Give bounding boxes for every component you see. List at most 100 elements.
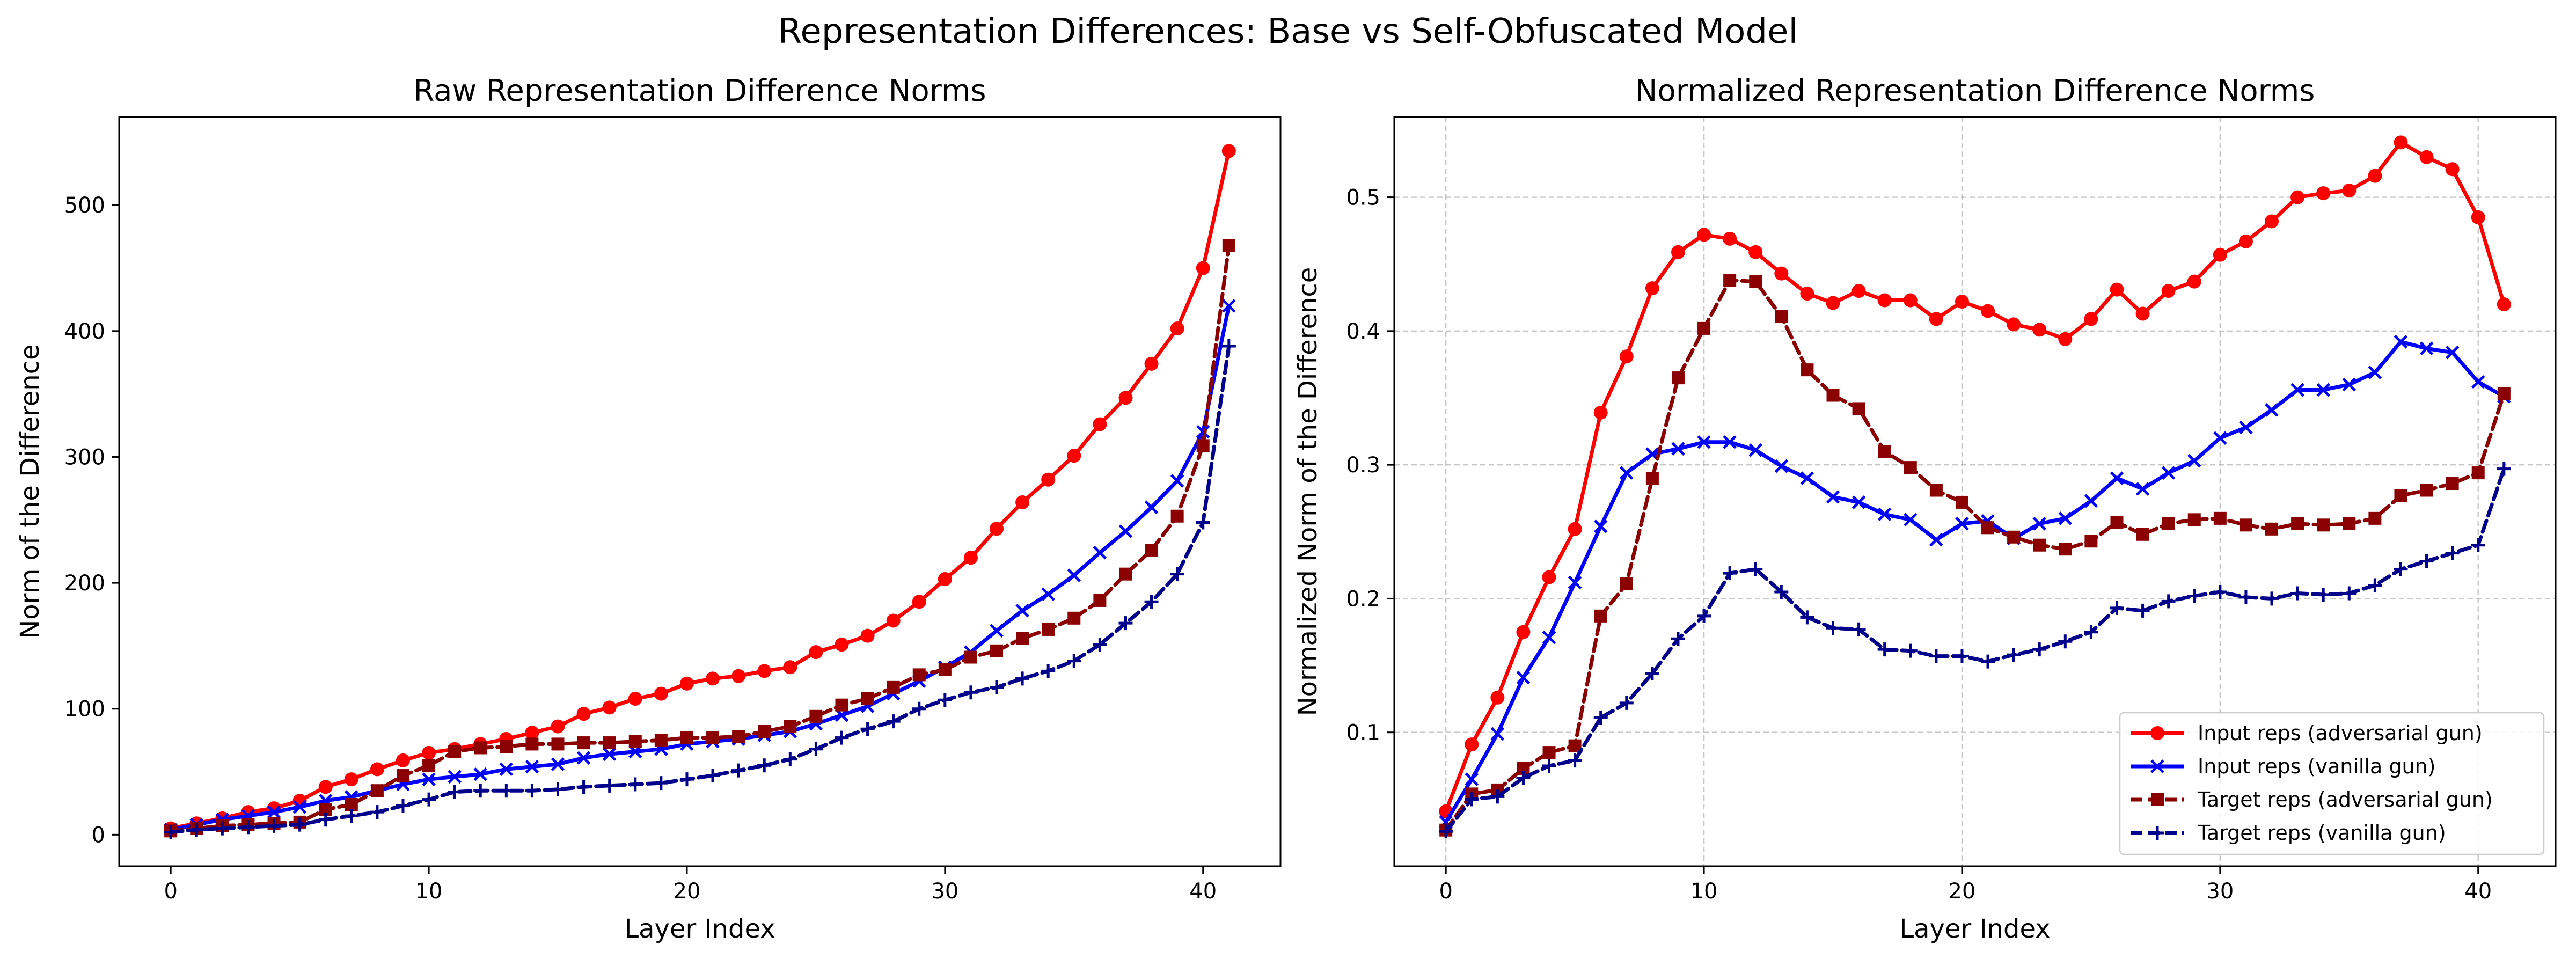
data-point-s2-22 — [2007, 530, 2021, 544]
data-point-s3-27 — [2135, 603, 2150, 618]
data-point-s2-39 — [2446, 477, 2459, 491]
data-point-s3-13 — [499, 784, 514, 798]
data-point-s3-9 — [1671, 632, 1685, 646]
data-point-s0-10 — [1697, 228, 1711, 242]
data-point-s3-30 — [2213, 584, 2227, 599]
data-point-s3-7 — [344, 809, 358, 823]
data-point-s2-11 — [1723, 274, 1737, 287]
data-point-s0-34 — [2316, 186, 2331, 201]
data-point-s2-14 — [1801, 363, 1814, 377]
data-point-s2-35 — [1067, 611, 1081, 625]
y-tick-label: 200 — [64, 571, 105, 596]
x-tick-label: 40 — [2464, 879, 2492, 904]
data-point-s0-22 — [2007, 317, 2021, 332]
data-point-s3-8 — [1645, 667, 1659, 681]
data-point-s3-28 — [886, 714, 901, 729]
data-point-s0-41 — [2497, 297, 2511, 311]
data-point-s3-12 — [473, 784, 488, 798]
data-point-s1-34 — [2316, 383, 2330, 397]
data-point-s1-23 — [2032, 517, 2046, 531]
data-point-s3-24 — [2058, 634, 2073, 649]
data-point-s3-35 — [1067, 654, 1081, 668]
data-point-s2-8 — [1645, 472, 1659, 485]
data-point-s2-39 — [1170, 509, 1184, 523]
data-point-s2-34 — [2317, 518, 2330, 532]
legend-marker-1 — [2150, 759, 2164, 773]
data-point-s2-24 — [2059, 543, 2072, 556]
data-point-s0-22 — [731, 669, 746, 683]
data-point-s2-15 — [1826, 389, 1840, 402]
data-point-s0-15 — [551, 719, 565, 734]
data-point-s2-7 — [345, 798, 358, 811]
data-point-s1-13 — [499, 762, 514, 777]
data-point-s0-21 — [706, 671, 720, 686]
plot-area — [1439, 135, 2511, 839]
data-point-s1-30 — [2213, 431, 2227, 445]
data-point-s1-6 — [1593, 519, 1608, 533]
data-point-s0-33 — [1015, 495, 1030, 509]
data-point-s0-6 — [1593, 405, 1608, 420]
data-point-s3-10 — [422, 792, 436, 807]
data-point-s0-27 — [2135, 306, 2150, 321]
data-point-s1-9 — [1671, 442, 1685, 456]
data-point-s2-9 — [1671, 371, 1685, 385]
data-point-s3-14 — [525, 784, 539, 798]
data-point-s0-38 — [1144, 356, 1159, 371]
data-point-s2-27 — [861, 692, 874, 705]
data-point-s1-25 — [2084, 494, 2098, 508]
plot-area — [164, 144, 1236, 839]
data-point-s0-39 — [1170, 321, 1184, 336]
data-point-s1-31 — [2239, 420, 2253, 435]
y-tick-label: 0.4 — [1346, 319, 1380, 344]
data-point-s0-15 — [1826, 296, 1840, 310]
data-point-s0-9 — [396, 753, 410, 767]
data-point-s2-17 — [1878, 445, 1891, 458]
y-tick-label: 400 — [64, 319, 105, 344]
data-point-s2-33 — [1016, 632, 1029, 645]
data-point-s2-17 — [603, 736, 616, 750]
legend-marker-2 — [2151, 793, 2164, 806]
data-point-s2-30 — [2213, 511, 2227, 525]
data-point-s0-33 — [2290, 190, 2305, 204]
data-point-s0-9 — [1671, 245, 1685, 259]
data-point-s1-28 — [2161, 466, 2176, 480]
data-point-s1-10 — [1697, 435, 1711, 449]
data-point-s0-26 — [835, 638, 849, 652]
data-point-s2-16 — [1852, 402, 1865, 415]
data-point-s2-27 — [2136, 528, 2149, 541]
data-point-s3-11 — [448, 785, 462, 799]
data-point-s3-24 — [783, 752, 797, 766]
data-point-s0-37 — [2394, 135, 2408, 150]
data-point-s0-17 — [1877, 293, 1892, 308]
data-point-s0-23 — [757, 664, 772, 678]
data-point-s3-28 — [2161, 594, 2176, 609]
data-point-s3-39 — [1170, 567, 1184, 581]
data-point-s3-36 — [1093, 638, 1107, 652]
data-point-s0-29 — [2187, 274, 2201, 289]
data-point-s3-41 — [2497, 462, 2511, 476]
data-point-s0-12 — [1748, 245, 1763, 259]
data-point-s2-26 — [2110, 516, 2124, 529]
data-point-s1-11 — [448, 770, 462, 784]
data-point-s0-20 — [1955, 295, 1969, 309]
data-point-s1-39 — [2445, 345, 2460, 360]
data-point-s0-20 — [679, 676, 694, 691]
data-point-s1-4 — [267, 805, 281, 819]
data-point-s0-25 — [809, 645, 823, 660]
data-point-s3-10 — [1697, 609, 1711, 623]
y-axis-label: Normalized Norm of the Difference — [1293, 267, 1323, 716]
y-tick-label: 0.5 — [1346, 186, 1380, 210]
data-point-s0-19 — [1929, 312, 1943, 326]
data-point-s0-17 — [602, 700, 617, 715]
data-point-s3-26 — [2110, 601, 2124, 615]
data-point-s2-12 — [474, 741, 487, 755]
data-point-s3-12 — [1748, 562, 1763, 576]
legend-box — [2119, 712, 2545, 855]
data-point-s1-12 — [473, 767, 488, 781]
data-point-s3-22 — [2007, 648, 2021, 662]
legend-marker-0 — [2150, 726, 2164, 740]
series-line-3 — [169, 344, 1231, 835]
data-point-s3-33 — [2290, 586, 2305, 601]
data-point-s3-40 — [2471, 538, 2485, 552]
